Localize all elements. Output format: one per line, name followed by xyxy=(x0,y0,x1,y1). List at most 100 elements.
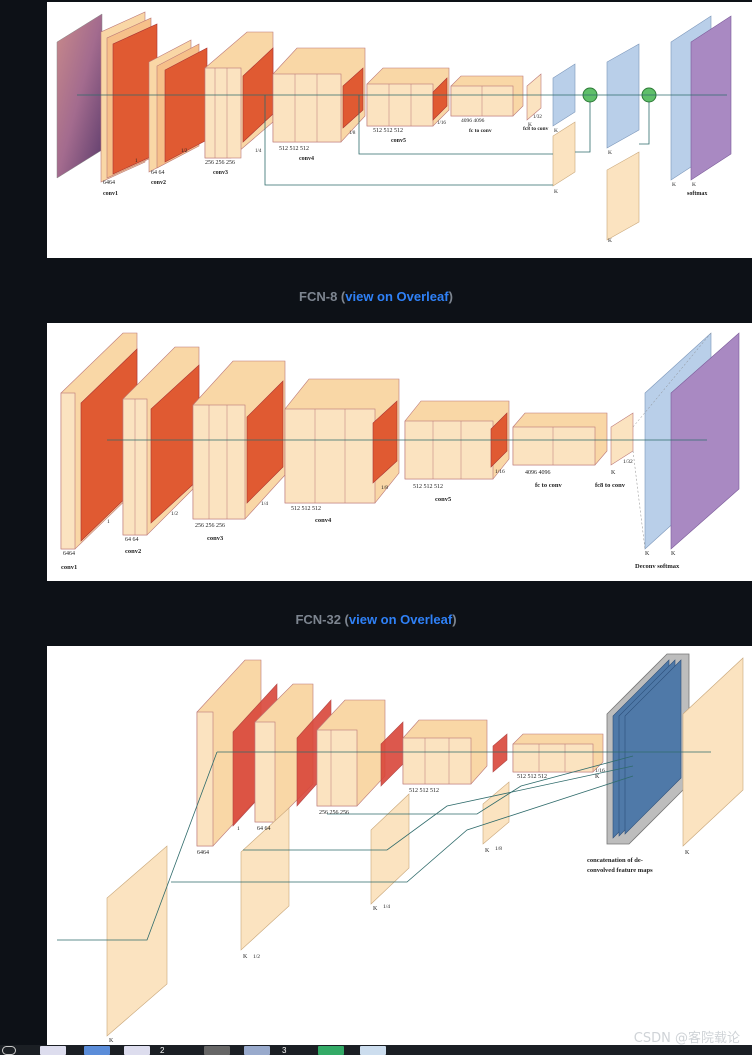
conv4-label: conv4 xyxy=(299,156,314,162)
scale-1-8: 1/8 xyxy=(495,846,502,852)
app-icon-3[interactable] xyxy=(204,1046,230,1055)
fc8-k: K xyxy=(611,470,616,476)
fc-channels: 4096 4096 xyxy=(525,470,551,476)
conv1-label: conv1 xyxy=(61,564,77,571)
conv1-label: conv1 xyxy=(103,191,118,197)
conv2-block xyxy=(122,346,200,536)
score-k-2: K xyxy=(554,189,558,195)
conv1-channels: 6464 xyxy=(103,180,115,186)
up1-k: K xyxy=(109,1038,114,1044)
conv4-channels: 512 512 512 xyxy=(279,146,309,152)
fc8-label: fc8 to conv xyxy=(595,482,626,489)
conv3-label: conv3 xyxy=(213,170,228,176)
fc-label: fc to conv xyxy=(469,128,492,134)
score-k-4: K xyxy=(608,238,612,244)
conv5-channels: 512 512 512 xyxy=(373,128,403,134)
concat-label-line2: convolved feature maps xyxy=(587,867,653,874)
softmax-k-2: K xyxy=(692,182,696,188)
badge-2: 2 xyxy=(160,1046,165,1055)
fcn32-overleaf-link[interactable]: view on Overleaf xyxy=(348,612,453,627)
conv5-block xyxy=(366,67,450,127)
conv2-block xyxy=(148,39,208,173)
conv4-block xyxy=(272,47,366,143)
fc8-block xyxy=(610,412,634,466)
fcn32-caption-title: FCN-32 ( xyxy=(295,612,349,627)
app-icon-2[interactable] xyxy=(124,1046,150,1055)
scale-1-2: 1/2 xyxy=(253,954,260,960)
flow-arrows xyxy=(77,94,727,186)
fcn8-caption-title: FCN-8 ( xyxy=(299,289,346,304)
scale-1: 1 xyxy=(107,519,110,525)
scale-1-8: 1/8 xyxy=(381,485,388,491)
fcn8-diagram-panel: 6464 conv1 64 64 conv2 256 256 256 conv3… xyxy=(47,323,752,581)
softmax-k-1: K xyxy=(672,182,676,188)
taskbar: 2 3 xyxy=(0,1045,752,1055)
conv2-label: conv2 xyxy=(151,180,166,186)
conv2-channels: 64 64 xyxy=(151,170,165,176)
fc8-block xyxy=(526,73,542,121)
search-icon[interactable] xyxy=(2,1046,16,1055)
app-icon-1[interactable] xyxy=(84,1046,110,1055)
scale-1-4: 1/4 xyxy=(255,149,262,154)
scale-1-16: 1/16 xyxy=(437,121,446,126)
fcn16-diagram: 6464 conv1 64 64 conv2 256 256 256 conv3… xyxy=(56,11,732,244)
conv3-block xyxy=(316,699,404,807)
fc-block xyxy=(450,75,524,117)
conv5-k: K xyxy=(595,774,600,780)
output-k: K xyxy=(685,850,690,856)
fcn32-diagram: 6464 64 64 256 256 256 512 512 512 512 5… xyxy=(57,653,744,1044)
scale-1-16: 1/16 xyxy=(595,768,605,774)
conv5-block xyxy=(512,733,604,773)
conv4-label: conv4 xyxy=(315,517,332,524)
conv1-channels: 6464 xyxy=(63,551,75,557)
softmax-k: K xyxy=(671,551,676,557)
input-image xyxy=(56,13,103,179)
fcn32-caption-end: ) xyxy=(452,612,457,627)
score-k-1: K xyxy=(554,128,558,134)
csdn-watermark: CSDN @客院载论 xyxy=(633,1031,740,1046)
scale-1-32: 1/32 xyxy=(533,115,542,120)
task-view-icon[interactable] xyxy=(40,1046,66,1055)
output-block xyxy=(682,657,744,847)
fcn16-diagram-panel: 6464 conv1 64 64 conv2 256 256 256 conv3… xyxy=(47,2,752,258)
scale-1-2: 1/2 xyxy=(181,149,188,154)
conv3-channels: 256 256 256 xyxy=(195,523,225,529)
conv4-channels: 512 512 512 xyxy=(409,788,439,794)
scale-1-4: 1/4 xyxy=(261,501,268,507)
fcn32-diagram-panel: 6464 64 64 256 256 256 512 512 512 512 5… xyxy=(47,646,752,1045)
conv1-channels: 6464 xyxy=(197,850,209,856)
concat-label-line1: concatenation of de- xyxy=(587,857,643,864)
scale-1-16: 1/16 xyxy=(495,469,505,475)
up2-k: K xyxy=(243,954,248,960)
fcn8-overleaf-link[interactable]: view on Overleaf xyxy=(345,289,449,304)
score-k-3: K xyxy=(608,150,612,156)
app-icon-6[interactable] xyxy=(360,1046,386,1055)
upsample-blocks xyxy=(106,781,510,1037)
fcn32-caption: FCN-32 (view on Overleaf) xyxy=(0,612,752,627)
conv2-channels: 64 64 xyxy=(125,537,139,543)
score-blocks xyxy=(552,15,732,241)
fcn8-caption-end: ) xyxy=(448,289,453,304)
app-icon-4[interactable] xyxy=(244,1046,270,1055)
conv5-channels: 512 512 512 xyxy=(517,774,547,780)
app-icon-5[interactable] xyxy=(318,1046,344,1055)
fc-label: fc to conv xyxy=(535,482,562,489)
concat-block xyxy=(606,653,690,845)
scale-1-32: 1/32 xyxy=(623,459,633,465)
conv1-block xyxy=(100,11,158,183)
conv4-block xyxy=(284,378,400,504)
fc-block xyxy=(512,412,608,466)
badge-3: 3 xyxy=(282,1046,287,1055)
scale-1: 1 xyxy=(237,826,240,832)
fc8-label: fc8 to conv xyxy=(523,126,549,132)
deconv-softmax-label: Deconv softmax xyxy=(635,563,680,570)
scale-1-4: 1/4 xyxy=(383,904,390,910)
flow-arrows xyxy=(57,751,711,941)
conv2-channels: 64 64 xyxy=(257,826,271,832)
conv4-channels: 512 512 512 xyxy=(291,506,321,512)
fc8-k: K xyxy=(528,122,532,128)
conv3-label: conv3 xyxy=(207,535,224,542)
scale-1-8: 1/8 xyxy=(349,131,356,136)
deconv-softmax-blocks xyxy=(632,332,740,550)
conv3-channels: 256 256 256 xyxy=(319,810,349,816)
